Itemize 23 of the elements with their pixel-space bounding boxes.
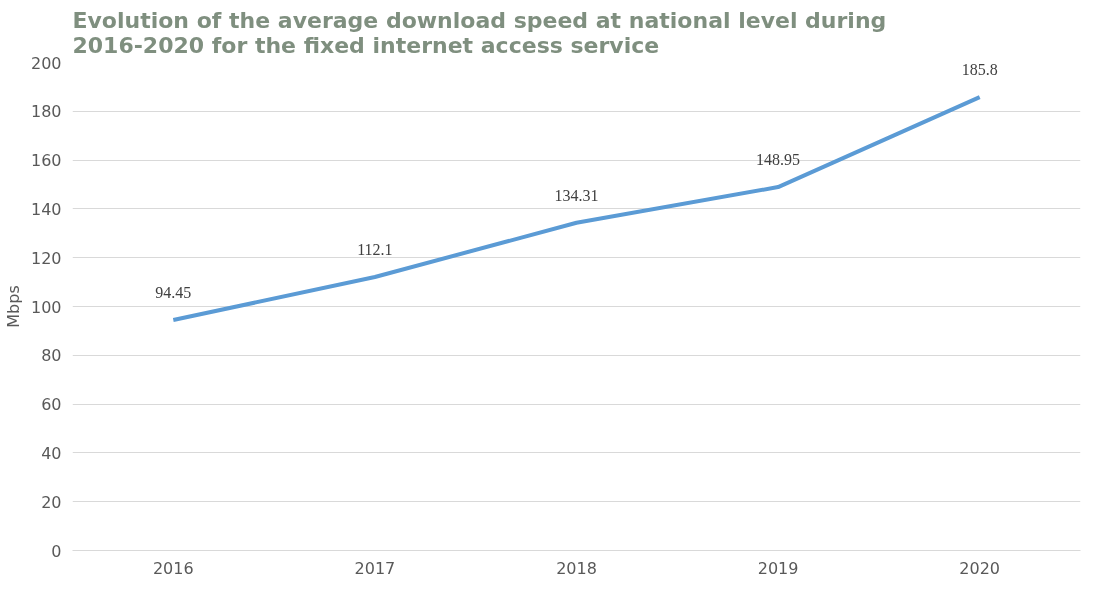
y-tick-label: 80 — [41, 346, 62, 366]
x-tick-label: 2016 — [152, 558, 194, 578]
y-tick-label: 60 — [41, 395, 62, 415]
x-tick-label: 2017 — [354, 558, 396, 578]
x-tick-label: 2019 — [757, 558, 799, 578]
data-label: 94.45 — [155, 284, 192, 302]
chart-title: Evolution of the average download speed at national level during 2016-2020 for the fixed internet access service — [72, 7, 887, 58]
data-label: 112.1 — [357, 240, 393, 258]
y-tick-label: 180 — [30, 102, 62, 122]
y-tick-label: 40 — [41, 443, 62, 463]
y-tick-label: 140 — [30, 199, 62, 219]
y-tick-label: 160 — [30, 151, 62, 171]
y-tick-label: 20 — [41, 492, 62, 512]
x-tick-label: 2018 — [556, 558, 597, 578]
data-label: 185.8 — [961, 61, 998, 79]
y-tick-label: 200 — [30, 53, 62, 73]
y-tick-label: 100 — [30, 297, 62, 317]
y-tick-label: 0 — [51, 541, 62, 561]
data-label: 148.95 — [756, 151, 801, 169]
y-tick-label: 120 — [30, 248, 62, 268]
y-axis-title: Mbps — [3, 285, 23, 328]
data-label: 134.31 — [554, 186, 599, 204]
x-tick-label: 2020 — [959, 558, 1001, 578]
